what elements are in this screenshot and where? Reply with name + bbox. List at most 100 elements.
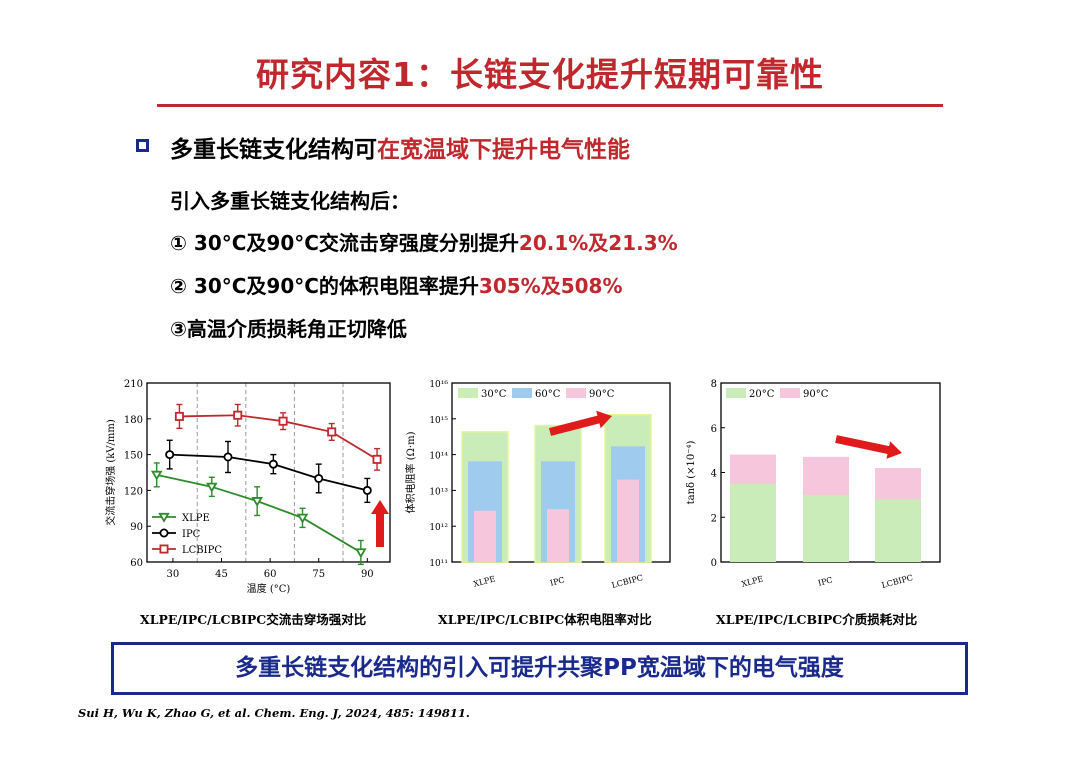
dielectric-loss-chart: 0 2 4 6 8 XLPE IPC LCBIPC tanδ (×10⁻⁴) 20°C 90°C (680, 372, 960, 604)
section-heading: 多重长链支化结构可在宽温域下提升电气性能 (170, 130, 630, 164)
legend-label-90°C: 90°C (589, 389, 615, 400)
y-axis-label: tanδ (×10⁻⁴) (686, 441, 697, 505)
x-tick-label: 75 (312, 569, 325, 580)
point-1-text: ① 30°C及90°C交流击穿强度分别提升 (170, 231, 519, 255)
x-tick-label: 60 (264, 569, 277, 580)
bar-IPC-20°C (803, 494, 849, 562)
y-tick-label: 10¹⁴ (429, 452, 448, 462)
data-point-XLPE (355, 548, 367, 559)
legend-swatch-20°C (726, 388, 746, 398)
data-point-LCBIPC (278, 416, 288, 426)
legend-swatch-30°C (458, 388, 478, 398)
data-point-IPC (314, 473, 324, 483)
heading-prefix: 多重长链支化结构可 (170, 137, 377, 163)
bar-LCBIPC-90°C (617, 479, 639, 562)
y-tick-label: 150 (124, 451, 143, 462)
legend-marker-XLPE (158, 512, 170, 523)
point-2-text: ② 30°C及90°C的体积电阻率提升 (170, 274, 479, 298)
bar-LCBIPC-20°C (875, 499, 921, 562)
y-tick-label: 10¹³ (429, 487, 448, 497)
page-title: 研究内容1：长链支化提升短期可靠性 (256, 55, 824, 94)
point-2: ② 30°C及90°C的体积电阻率提升305%及508% (170, 270, 623, 299)
x-tick-label: 30 (167, 569, 180, 580)
plot-frame (146, 382, 391, 563)
point-3-text: ③高温介质损耗角正切降低 (170, 317, 407, 341)
y-tick-label: 10¹² (429, 523, 448, 533)
summary-box: 多重长链支化结构的引入可提升共聚PP宽温域下的电气强度 (111, 642, 968, 695)
point-2-highlight: 305%及508% (478, 274, 623, 298)
y-tick-label: 120 (124, 486, 143, 497)
intro-line: 引入多重长链支化结构后： (170, 189, 410, 213)
resistivity-chart-svg: 10¹¹ 10¹² 10¹³ 10¹⁴ 10¹⁵ 10¹⁶ XLPE IPC LCBIPC 体积电… (404, 380, 671, 590)
data-point-LCBIPC (372, 454, 382, 464)
decrease-arrow (835, 435, 902, 459)
breakdown-chart: 60 90 120 150 180 210 30 45 60 75 90 温度 (°C) 交流击穿场强 … (100, 372, 400, 604)
y-tick-label: 2 (711, 513, 717, 524)
legend-marker-LCBIPC (159, 544, 169, 554)
data-point-LCBIPC (174, 411, 184, 421)
caption-dielectric-loss: XLPE/IPC/LCBIPC介质损耗对比 (716, 612, 918, 627)
data-point-XLPE (206, 482, 218, 493)
bar-XLPE-90°C (474, 510, 496, 562)
y-tick-label: 10¹¹ (429, 559, 448, 569)
increase-arrow (549, 410, 612, 436)
data-point-XLPE (296, 513, 309, 524)
legend-label-XLPE: XLPE (182, 513, 210, 524)
legend-swatch-90°C (780, 388, 800, 398)
legend-label-90°C: 90°C (803, 389, 829, 400)
point-1-highlight: 20.1%及21.3% (518, 231, 678, 255)
legend-swatch-90°C (566, 388, 586, 398)
x-category-label: XLPE (740, 574, 764, 588)
y-tick-label: 180 (124, 415, 143, 426)
y-tick-label: 6 (711, 424, 717, 435)
y-tick-label: 10¹⁶ (429, 380, 448, 390)
legend-label-LCBIPC: LCBIPC (182, 545, 222, 556)
title-divider (157, 104, 943, 107)
data-point-XLPE (150, 470, 163, 481)
x-axis-label: 温度 (°C) (247, 582, 291, 595)
y-tick-label: 0 (711, 558, 717, 569)
dielectric-loss-chart-svg: 0 2 4 6 8 XLPE IPC LCBIPC tanδ (×10⁻⁴) 20°C 90°C (686, 379, 941, 590)
legend-label-60°C: 60°C (535, 389, 561, 400)
increase-arrow (371, 500, 389, 547)
y-tick-label: 4 (711, 469, 717, 480)
x-category-label: XLPE (472, 574, 496, 588)
data-point-IPC (165, 450, 175, 460)
series-line-LCBIPC (179, 414, 378, 461)
y-axis-label: 体积电阻率 (Ω·m) (404, 431, 417, 513)
data-point-IPC (268, 459, 278, 469)
caption-resistivity: XLPE/IPC/LCBIPC体积电阻率对比 (438, 612, 652, 627)
data-point-XLPE (251, 497, 263, 507)
bar-IPC-90°C (547, 509, 569, 562)
y-axis-label: 交流击穿场强 (kV/mm) (104, 419, 117, 526)
heading-highlight: 在宽温域下提升电气性能 (377, 137, 630, 163)
point-3: ③高温介质损耗角正切降低 (170, 313, 407, 342)
caption-breakdown: XLPE/IPC/LCBIPC交流击穿场强对比 (140, 612, 367, 627)
legend-label-30°C: 30°C (481, 389, 507, 400)
data-point-LCBIPC (233, 410, 243, 420)
x-category-label: LCBIPC (881, 573, 914, 590)
y-tick-label: 210 (124, 379, 143, 390)
point-1: ① 30°C及90°C交流击穿强度分别提升20.1%及21.3% (170, 227, 678, 256)
data-point-LCBIPC (327, 427, 337, 437)
data-point-IPC (223, 452, 233, 462)
reference-citation: Sui H, Wu K, Zhao G, et al. Chem. Eng. J… (78, 706, 470, 720)
x-category-label: IPC (817, 575, 834, 587)
x-category-label: IPC (549, 575, 566, 587)
resistivity-chart: 10¹¹ 10¹² 10¹³ 10¹⁴ 10¹⁵ 10¹⁶ XLPE IPC LCBIPC 体积电… (400, 372, 680, 604)
y-tick-label: 90 (130, 522, 143, 533)
y-tick-label: 8 (711, 379, 717, 390)
breakdown-chart-svg: 60 90 120 150 180 210 30 45 60 75 90 温度 (°C) 交流击穿场强 … (104, 379, 391, 595)
legend-label-20°C: 20°C (749, 389, 775, 400)
y-tick-label: 10¹⁵ (429, 416, 448, 426)
bar-XLPE-20°C (730, 483, 776, 562)
legend-swatch-60°C (512, 388, 532, 398)
y-tick-label: 60 (130, 558, 143, 569)
data-point-IPC (362, 485, 372, 495)
x-category-label: LCBIPC (611, 573, 644, 590)
x-tick-label: 45 (215, 569, 228, 580)
legend-marker-IPC (159, 528, 169, 538)
x-tick-label: 90 (361, 569, 374, 580)
legend-label-IPC: IPC (182, 529, 201, 540)
square-bullet-icon (136, 139, 149, 152)
